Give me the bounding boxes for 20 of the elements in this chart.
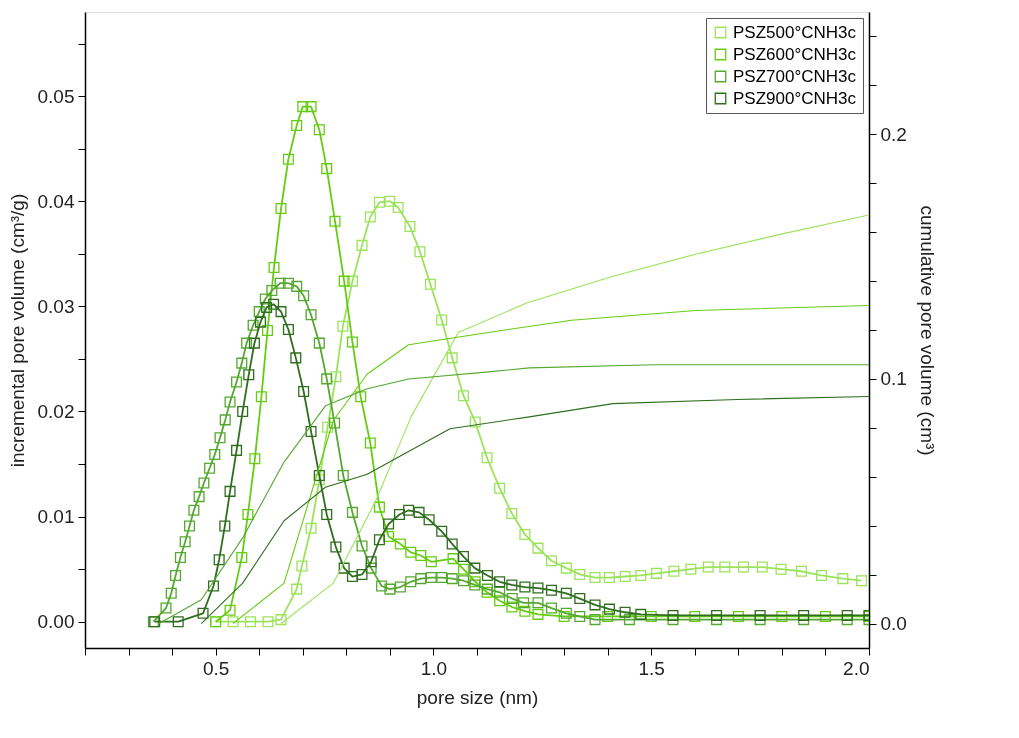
legend-label: PSZ600°CNH3c (733, 44, 857, 64)
x-tick-label: 2.0 (843, 657, 870, 679)
legend-label: PSZ700°CNH3c (733, 66, 857, 86)
x-tick-label: 1.5 (638, 657, 665, 679)
y2-tick-label: 0.0 (880, 613, 907, 635)
y2-tick-label: 0.1 (880, 368, 907, 390)
y2-axis-title: cumulative pore volume (cm³) (916, 205, 938, 456)
y-tick-label: 0.02 (37, 400, 75, 422)
x-tick-label: 0.5 (202, 657, 230, 679)
y-tick-label: 0.05 (37, 85, 75, 107)
x-tick-label: 1.0 (420, 657, 448, 679)
y-tick-label: 0.01 (37, 506, 75, 528)
legend-label: PSZ900°CNH3c (733, 88, 857, 108)
y-axis-title: incremental pore volume (cm³/g) (6, 193, 28, 468)
y2-tick-label: 0.2 (880, 123, 907, 145)
y-tick-label: 0.04 (37, 190, 75, 212)
legend-label: PSZ500°CNH3c (733, 22, 857, 42)
y-tick-label: 0.03 (37, 295, 75, 317)
x-axis-title: pore size (nm) (416, 686, 539, 708)
y-tick-label: 0.00 (37, 611, 75, 633)
